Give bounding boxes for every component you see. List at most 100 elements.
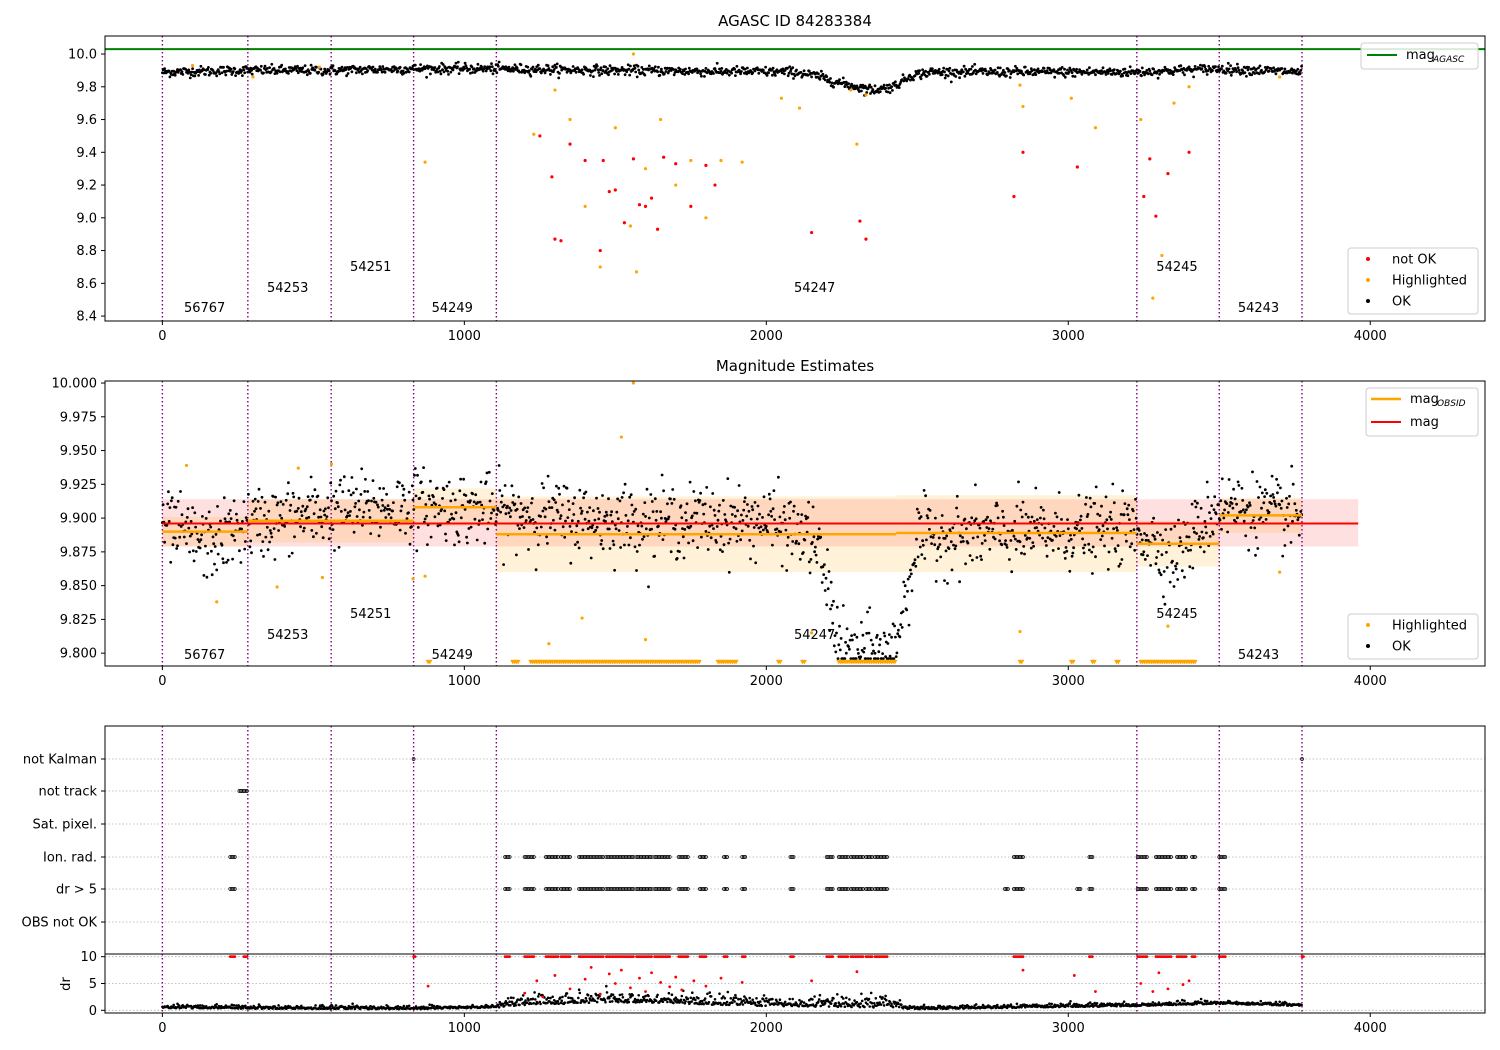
data-point: [180, 513, 184, 517]
flag-marker: [530, 887, 535, 891]
data-point: [304, 507, 308, 511]
data-point: [772, 489, 776, 492]
data-point: [640, 524, 644, 528]
data-point: [495, 513, 499, 516]
data-point: [673, 527, 677, 531]
data-point: [589, 556, 593, 560]
data-point: [717, 509, 721, 513]
data-point: [512, 69, 515, 73]
data-point: [560, 68, 564, 72]
data-point: [730, 71, 733, 75]
data-point: [764, 1004, 767, 1007]
data-point: [704, 67, 708, 70]
data-point: [720, 997, 724, 1000]
flag-marker: [1019, 887, 1024, 891]
data-point: [531, 997, 535, 1001]
data-point: [464, 64, 468, 68]
data-point: [869, 991, 873, 995]
data-point: [471, 71, 474, 74]
data-point: [407, 70, 411, 74]
data-point: [838, 78, 841, 81]
data-point: [1079, 518, 1082, 522]
data-point: [168, 75, 172, 79]
data-point: [1183, 575, 1186, 579]
data-point: [849, 657, 853, 660]
data-point: [395, 68, 398, 71]
flag-marker: [554, 887, 559, 891]
data-point: [580, 616, 584, 620]
data-point: [228, 509, 232, 512]
data-point: [511, 501, 515, 504]
data-point: [743, 500, 746, 503]
data-point: [619, 435, 623, 439]
data-point: [272, 527, 276, 530]
data-point: [902, 580, 906, 584]
data-point: [539, 71, 543, 75]
data-point: [559, 1001, 563, 1005]
data-point: [918, 69, 921, 72]
data-point: [1112, 68, 1116, 71]
data-point: [930, 542, 933, 545]
data-point: [363, 490, 367, 493]
data-point: [1089, 505, 1093, 509]
data-point: [993, 68, 997, 72]
data-point: [1042, 508, 1045, 512]
flag-marker: [530, 855, 535, 859]
data-point: [847, 82, 850, 85]
data-point: [663, 72, 666, 76]
data-point: [921, 543, 925, 547]
data-point: [1196, 501, 1199, 505]
data-point: [370, 499, 373, 503]
data-point: [833, 634, 837, 637]
data-point: [608, 547, 612, 550]
data-point: [753, 501, 757, 504]
data-point: [300, 1004, 303, 1008]
data-point: [251, 75, 255, 79]
data-point: [199, 538, 203, 542]
data-point: [539, 515, 542, 518]
data-point: [931, 67, 934, 71]
data-point: [1252, 66, 1256, 70]
data-point: [894, 1004, 898, 1008]
flag-marker: [791, 855, 796, 859]
flag-marker: [702, 887, 707, 891]
data-point: [655, 510, 659, 513]
data-point: [1290, 464, 1294, 468]
data-point: [566, 516, 570, 519]
data-point: [503, 484, 507, 487]
data-point: [822, 999, 825, 1003]
data-point: [535, 526, 539, 530]
data-point: [1232, 487, 1235, 491]
flag-marker: [599, 855, 604, 859]
data-point: [808, 571, 812, 575]
data-point: [689, 158, 693, 163]
data-point: [906, 589, 909, 593]
data-point: [626, 63, 630, 67]
data-point: [1042, 67, 1046, 70]
data-point: [741, 519, 745, 522]
data-point: [308, 498, 312, 502]
data-point: [521, 994, 525, 997]
data-point: [530, 497, 534, 500]
data-point: [1245, 508, 1248, 512]
data-point: [475, 69, 478, 73]
data-point: [1023, 65, 1027, 69]
data-point: [635, 1000, 639, 1004]
data-point: [581, 528, 585, 532]
data-point: [1273, 502, 1277, 506]
data-point: [1023, 552, 1026, 556]
data-point: [1039, 506, 1043, 509]
data-point: [580, 512, 583, 515]
data-point: [1272, 496, 1275, 499]
data-point: [816, 537, 819, 541]
data-point: [486, 527, 490, 531]
data-point: [1131, 509, 1135, 513]
data-point: [171, 543, 175, 547]
data-point: [533, 530, 536, 534]
data-point: [809, 558, 813, 561]
data-point: [469, 525, 473, 529]
data-point: [1247, 548, 1251, 552]
data-point: [456, 533, 460, 537]
data-point: [842, 80, 846, 84]
data-point: [825, 75, 829, 78]
